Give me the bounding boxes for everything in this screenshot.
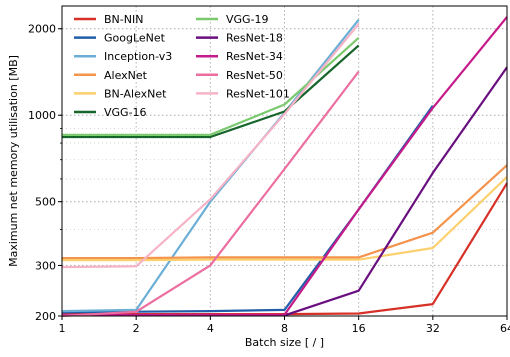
legend-label-resnet-50: ResNet-50: [226, 69, 283, 82]
y-tick-label: 2000: [28, 23, 56, 36]
series-line-resnet-50: [61, 70, 360, 318]
series-line-bn-alexnet: [62, 176, 508, 262]
legend-label-alexnet: AlexNet: [104, 69, 148, 82]
legend-label-resnet-34: ResNet-34: [226, 50, 283, 63]
series-line-resnet-34: [62, 16, 508, 316]
legend-label-resnet-101: ResNet-101: [226, 87, 290, 100]
x-axis-label: Batch size [ / ]: [245, 336, 324, 349]
legend-label-inception-v3: Inception-v3: [104, 50, 172, 63]
x-tick-label: 16: [352, 322, 366, 335]
legend: BN-NIN GoogLeNet Inception-v3 AlexNet BN-Ale…: [74, 13, 290, 119]
y-tick-label: 200: [35, 310, 56, 323]
x-tick-label: 4: [207, 322, 214, 335]
series-line-alexnet: [62, 164, 508, 260]
series-lines: [61, 16, 508, 318]
series-line-vgg-16: [62, 44, 360, 139]
y-tick-label: 500: [35, 196, 56, 209]
legend-label-bn-alexnet: BN-AlexNet: [104, 87, 167, 100]
legend-label-googlenet: GoogLeNet: [104, 32, 166, 45]
legend-label-vgg-19: VGG-19: [226, 13, 269, 26]
series-line-resnet-101: [61, 23, 360, 269]
axis-ticks: 1 2 4 8 16 32 64 200 300 500 1000 2000: [28, 23, 510, 335]
y-tick-label: 1000: [28, 109, 56, 122]
x-tick-label: 2: [133, 322, 140, 335]
legend-label-resnet-18: ResNet-18: [226, 32, 283, 45]
y-axis-label: Maximum net memory utilisation [MB]: [7, 55, 20, 267]
x-tick-label: 8: [281, 322, 288, 335]
y-tick-label: 300: [35, 259, 56, 272]
x-tick-label: 64: [500, 322, 510, 335]
legend-label-bn-nin: BN-NIN: [104, 13, 143, 26]
legend-label-vgg-16: VGG-16: [104, 106, 147, 119]
x-tick-label: 32: [426, 322, 440, 335]
x-tick-label: 1: [59, 322, 66, 335]
